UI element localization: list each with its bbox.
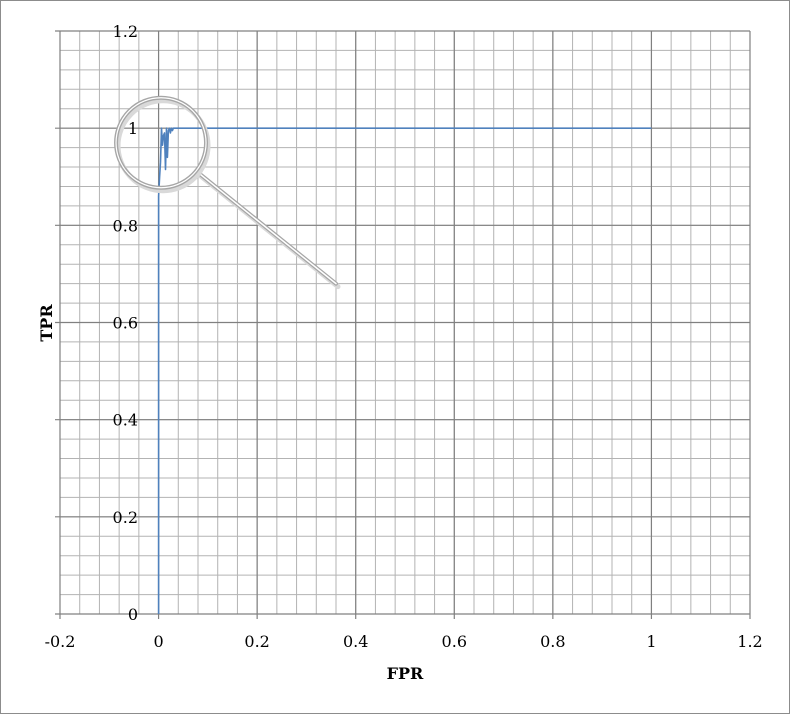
x-tick-label: -0.2 (45, 632, 76, 651)
annotation-layer (114, 95, 341, 290)
y-tick-label: 0.2 (113, 508, 138, 527)
y-tick-label: 0.4 (113, 411, 138, 430)
x-tick-labels: -0.2 0 0.2 0.4 0.6 0.8 1 1.2 (45, 632, 763, 651)
x-axis-title: FPR (387, 664, 424, 683)
magnifier-circle-highlight (115, 97, 207, 189)
x-tick-label: 0 (153, 632, 163, 651)
y-tick-label: 0.6 (113, 314, 138, 333)
x-tick-label: 0.8 (540, 632, 565, 651)
magnifier-handle-highlight (195, 170, 337, 285)
roc-curve (157, 127, 652, 614)
y-tick-label: 1 (128, 119, 138, 138)
x-tick-label: 0.2 (244, 632, 269, 651)
y-tick-labels: 0 0.2 0.4 0.6 0.8 1 1.2 (113, 22, 138, 624)
x-tick-label: 1 (646, 632, 656, 651)
y-tick-label: 0 (128, 605, 138, 624)
x-tick-label: 0.4 (343, 632, 368, 651)
y-tick-label: 0.8 (113, 216, 138, 235)
series-layer (157, 127, 652, 614)
y-axis-title: TPR (37, 304, 56, 342)
x-tick-label: 0.6 (442, 632, 467, 651)
x-tick-label: 1.2 (737, 632, 762, 651)
y-tick-label: 1.2 (113, 22, 138, 41)
